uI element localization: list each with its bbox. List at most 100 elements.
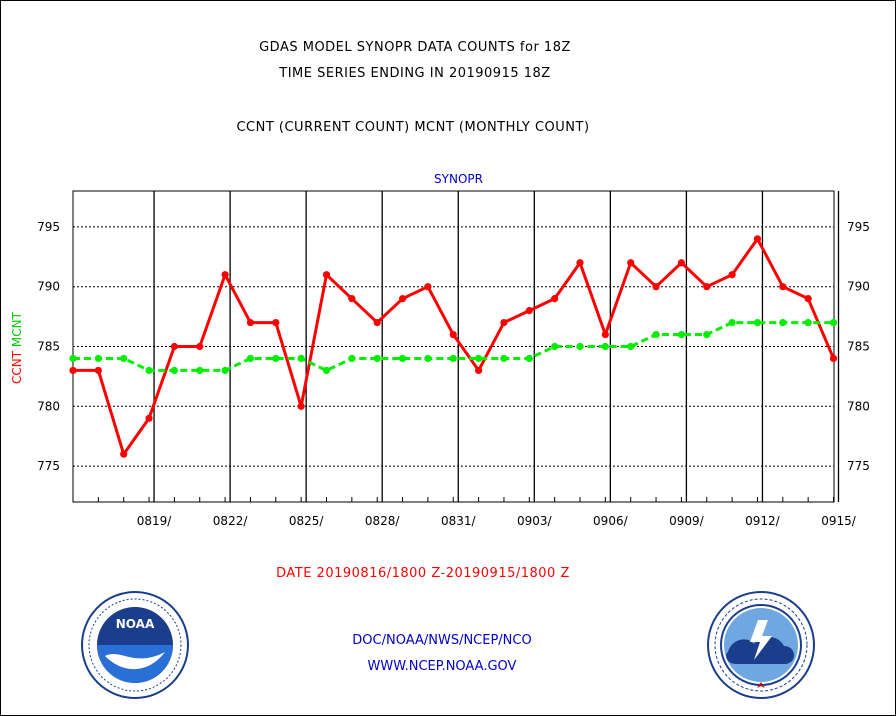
data-point-ccnt	[475, 366, 483, 375]
data-point-mcnt	[728, 318, 736, 327]
data-point-mcnt	[398, 354, 407, 363]
x-tick-label: 0909/	[669, 514, 705, 528]
data-point-ccnt	[829, 354, 838, 363]
data-point-mcnt	[373, 354, 381, 363]
data-point-ccnt	[728, 271, 736, 279]
chart-title-line-3: CCNT (CURRENT COUNT) MCNT (MONTHLY COUNT…	[236, 120, 590, 135]
data-point-mcnt	[120, 354, 128, 363]
data-point-ccnt	[221, 271, 229, 279]
data-point-ccnt	[652, 283, 660, 291]
x-tick-label: 0828/	[365, 514, 401, 528]
data-point-ccnt	[703, 283, 711, 291]
data-point-ccnt	[424, 283, 432, 291]
data-point-ccnt	[576, 259, 584, 267]
data-point-ccnt	[196, 342, 204, 351]
x-tick-label: 0906/	[593, 514, 629, 528]
data-point-mcnt	[525, 354, 533, 363]
y-tick-label-right: 775	[847, 459, 870, 473]
x-tick-label: 0825/	[289, 514, 325, 528]
x-tick-label: 0831/	[441, 514, 477, 528]
data-point-mcnt	[576, 342, 584, 351]
data-point-ccnt	[779, 283, 787, 291]
data-point-mcnt	[829, 318, 838, 327]
y-tick-label-right: 780	[847, 399, 870, 413]
x-tick-label: 0903/	[517, 514, 553, 528]
data-point-ccnt	[94, 366, 102, 375]
data-point-mcnt	[424, 354, 432, 363]
data-point-mcnt	[94, 354, 102, 363]
y-tick-label-right: 785	[847, 340, 870, 354]
data-point-ccnt	[398, 295, 407, 303]
y-tick-label-left: 795	[37, 220, 60, 234]
footer-org-line: DOC/NOAA/NWS/NCEP/NCO	[352, 633, 532, 648]
chart-title-line-2: TIME SERIES ENDING IN 20190915 18Z	[279, 66, 551, 81]
data-point-ccnt	[322, 271, 331, 279]
data-point-ccnt	[145, 414, 153, 422]
axis-layer	[72, 190, 835, 503]
data-point-mcnt	[272, 354, 280, 363]
data-point-mcnt	[703, 330, 711, 339]
y-axis-series-label-part: CCNT	[10, 350, 24, 384]
data-point-ccnt	[525, 307, 533, 315]
data-point-mcnt	[601, 342, 609, 351]
data-point-ccnt	[551, 295, 559, 303]
chart-title-line-1: GDAS MODEL SYNOPR DATA COUNTS for 18Z	[259, 40, 571, 55]
x-tick-label: 0822/	[213, 514, 249, 528]
data-point-ccnt	[627, 259, 635, 267]
noaa-logo: NOAA	[81, 591, 189, 699]
data-point-ccnt	[246, 318, 255, 327]
data-point-mcnt	[551, 342, 559, 351]
data-point-ccnt	[348, 295, 356, 303]
data-point-mcnt	[196, 366, 204, 375]
data-point-ccnt	[69, 366, 77, 375]
data-point-ccnt	[120, 450, 128, 458]
grid-layer	[73, 191, 840, 502]
data-point-mcnt	[652, 330, 660, 339]
y-axis-series-label: CCNT MCNT	[10, 311, 24, 384]
data-point-mcnt	[348, 354, 356, 363]
data-point-ccnt	[373, 318, 381, 327]
date-range-label: DATE 20190816/1800 Z-20190915/1800 Z	[276, 566, 570, 581]
data-point-mcnt	[69, 354, 77, 363]
label-layer: 775 775 780 780 785 785 790 790 795 795 0819/0822/…	[10, 172, 870, 528]
data-point-ccnt	[272, 318, 280, 327]
y-tick-label-right: 795	[847, 220, 870, 234]
data-point-mcnt	[221, 366, 229, 375]
data-point-mcnt	[500, 354, 508, 363]
y-tick-label-left: 785	[37, 340, 60, 354]
data-point-mcnt	[297, 354, 305, 363]
data-point-mcnt	[170, 366, 178, 375]
y-tick-label-right: 790	[847, 280, 870, 294]
x-tick-label: 0915/	[821, 514, 857, 528]
y-tick-label-left: 775	[37, 459, 60, 473]
y-tick-label-left: 790	[37, 280, 60, 294]
series-layer	[69, 235, 838, 458]
data-point-mcnt	[322, 366, 331, 375]
data-point-mcnt	[145, 366, 153, 375]
data-point-mcnt	[246, 354, 255, 363]
x-tick-label: 0819/	[137, 514, 173, 528]
data-point-mcnt	[627, 342, 635, 351]
data-point-mcnt	[677, 330, 686, 339]
data-point-ccnt	[500, 318, 508, 327]
national-weather-service-logo	[707, 591, 815, 699]
data-point-mcnt	[779, 318, 787, 327]
x-tick-label: 0912/	[745, 514, 781, 528]
footer-url-line: WWW.NCEP.NOAA.GOV	[367, 659, 517, 674]
chart-title: SYNOPR	[434, 172, 483, 186]
data-point-ccnt	[297, 402, 305, 410]
y-axis-series-label-part: MCNT	[10, 311, 24, 351]
data-point-mcnt	[804, 318, 812, 327]
data-point-mcnt	[475, 354, 483, 363]
data-point-ccnt	[804, 295, 812, 303]
data-point-ccnt	[170, 342, 178, 351]
svg-text:NOAA: NOAA	[116, 617, 155, 631]
data-point-ccnt	[449, 330, 457, 339]
data-point-mcnt	[449, 354, 457, 363]
y-tick-label-left: 780	[37, 399, 60, 413]
data-point-ccnt	[753, 235, 762, 243]
data-point-mcnt	[753, 318, 762, 327]
data-point-ccnt	[677, 259, 686, 267]
data-point-ccnt	[601, 330, 609, 339]
